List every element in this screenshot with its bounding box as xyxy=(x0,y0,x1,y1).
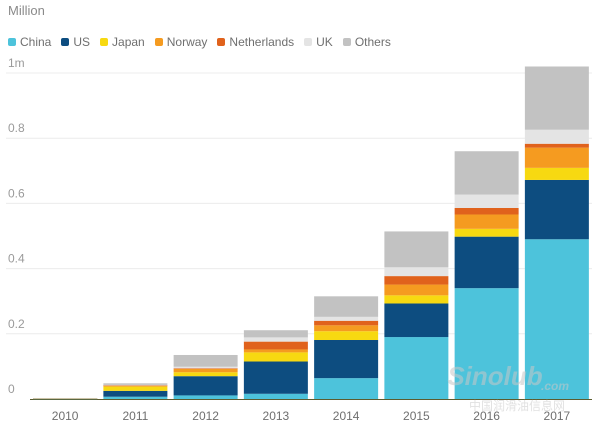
x-tick-label: 2011 xyxy=(122,409,148,423)
bar-segment-us-2014 xyxy=(314,339,379,379)
bar-segment-china-2015 xyxy=(384,337,449,399)
legend-item: US xyxy=(61,35,90,49)
legend-swatch xyxy=(154,38,163,46)
bar-segment-china-2013 xyxy=(243,393,308,399)
bar-segment-others-2016 xyxy=(454,151,519,195)
x-tick-label: 2017 xyxy=(544,409,571,423)
bar-segment-netherlands-2012 xyxy=(173,368,238,369)
legend-swatch xyxy=(61,38,70,46)
bar-segment-china-2016 xyxy=(454,288,519,399)
unit-label: Million xyxy=(8,3,45,18)
bar-segment-uk-2013 xyxy=(243,337,308,342)
legend-item: Others xyxy=(342,35,391,49)
bar-segment-netherlands-2017 xyxy=(524,143,589,148)
bar-segment-netherlands-2014 xyxy=(314,320,379,326)
bar-segment-us-2013 xyxy=(243,361,308,394)
bar-segment-japan-2016 xyxy=(454,228,519,237)
chart-legend: China US Japan Norway Netherlands UK Others xyxy=(8,35,401,49)
bar-segment-uk-2011 xyxy=(103,384,168,386)
bar-segment-norway-2016 xyxy=(454,214,519,229)
bar-segment-china-2012 xyxy=(173,395,238,399)
legend-label: Others xyxy=(354,35,391,49)
bar-segment-us-2017 xyxy=(524,179,589,240)
bar-segment-japan-2014 xyxy=(314,331,379,340)
bar-segment-norway-2015 xyxy=(384,284,449,296)
bar-segment-uk-2014 xyxy=(314,316,379,321)
watermark-caption: 中国润滑油信息网 xyxy=(469,398,565,413)
bar-segment-norway-2014 xyxy=(314,325,379,332)
y-tick-label: 0.6 xyxy=(8,186,25,200)
legend-label: Netherlands xyxy=(229,35,295,49)
legend-swatch xyxy=(8,38,16,46)
bar-segment-netherlands-2011 xyxy=(103,385,168,386)
legend-item: Japan xyxy=(100,35,145,49)
x-tick-label: 2010 xyxy=(52,409,79,423)
legend-swatch xyxy=(342,38,351,46)
bar-segment-others-2013 xyxy=(243,330,308,338)
y-axis: 0 0.2 0.4 0.6 0.8 1m xyxy=(8,56,25,396)
x-axis: 2010 2011 2012 2013 2014 2015 2016 2017 xyxy=(52,409,571,423)
bar-segment-others-2012 xyxy=(173,354,238,367)
bar-segment-japan-2017 xyxy=(524,167,589,180)
legend-swatch xyxy=(217,38,226,46)
legend-item: China xyxy=(8,35,51,49)
bar-segment-norway-2017 xyxy=(524,147,589,168)
watermark-logo-suffix: .com xyxy=(541,379,569,393)
bar-segment-uk-2015 xyxy=(384,267,449,277)
legend-label: UK xyxy=(316,35,333,49)
watermark-logo: Sinolub .com 中国润滑油信息网 xyxy=(447,361,569,413)
bar-segment-japan-2015 xyxy=(384,295,449,304)
bar-segment-us-2012 xyxy=(173,376,238,396)
bar-segment-uk-2017 xyxy=(524,129,589,144)
x-tick-label: 2014 xyxy=(333,409,360,423)
legend-label: Japan xyxy=(112,35,145,49)
x-tick-label: 2013 xyxy=(263,409,290,423)
bar-segment-netherlands-2015 xyxy=(384,276,449,285)
bars xyxy=(33,66,589,400)
bar-segment-norway-2012 xyxy=(173,368,238,373)
legend-item: Norway xyxy=(154,35,208,49)
bar-segment-netherlands-2013 xyxy=(243,341,308,350)
x-tick-label: 2012 xyxy=(192,409,219,423)
bar-segment-others-2015 xyxy=(384,231,449,268)
x-tick-label: 2015 xyxy=(403,409,430,423)
y-tick-label: 0.2 xyxy=(8,317,25,331)
legend-item: UK xyxy=(304,35,333,49)
bar-segment-china-2017 xyxy=(524,239,589,399)
bar-segment-uk-2012 xyxy=(173,366,238,369)
legend-label: China xyxy=(20,35,52,49)
bar-segment-japan-2013 xyxy=(243,352,308,362)
bar-segment-china-2014 xyxy=(314,378,379,399)
bar-segment-others-2017 xyxy=(524,66,589,130)
bar-segment-uk-2016 xyxy=(454,194,519,208)
legend-swatch xyxy=(304,38,313,46)
x-tick-label: 2016 xyxy=(473,409,500,423)
bar-segment-us-2011 xyxy=(103,390,168,397)
legend-label: US xyxy=(73,35,91,49)
bar-segment-others-2010 xyxy=(33,397,98,399)
bar-segment-japan-2012 xyxy=(173,372,238,377)
y-tick-label: 1m xyxy=(8,56,25,70)
bar-segment-norway-2011 xyxy=(103,385,168,387)
y-tick-label: 0.8 xyxy=(8,121,25,135)
bar-segment-netherlands-2016 xyxy=(454,207,519,215)
bar-segment-norway-2013 xyxy=(243,349,308,353)
bar-segment-others-2011 xyxy=(103,383,168,385)
watermark-logo-text: Sinolub xyxy=(447,361,542,391)
bar-segment-us-2015 xyxy=(384,303,449,338)
bar-segment-japan-2011 xyxy=(103,386,168,391)
y-tick-label: 0.4 xyxy=(8,252,25,266)
bar-segment-others-2014 xyxy=(314,296,379,317)
y-tick-label: 0 xyxy=(8,382,15,396)
legend-item: Netherlands xyxy=(217,35,294,49)
bar-segment-us-2016 xyxy=(454,236,519,289)
bar-segment-china-2011 xyxy=(103,396,168,399)
legend-swatch xyxy=(100,38,109,46)
legend-label: Norway xyxy=(166,35,208,49)
